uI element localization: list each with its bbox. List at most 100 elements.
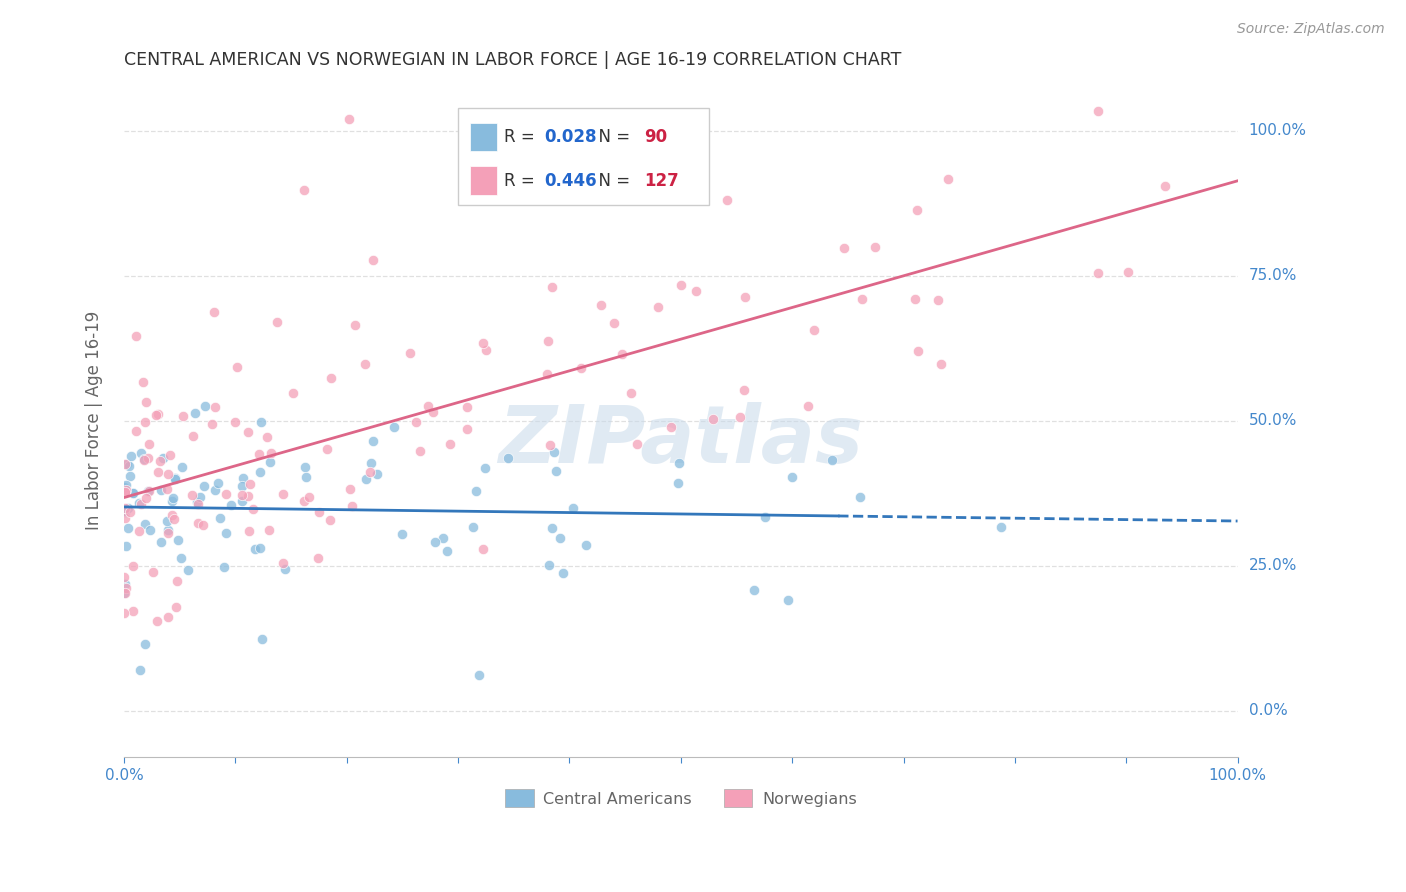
Point xyxy=(204,483,226,497)
Point xyxy=(160,493,183,508)
Point xyxy=(112,585,135,599)
Point xyxy=(342,500,364,514)
Point xyxy=(298,490,321,504)
Point xyxy=(647,300,669,314)
Point xyxy=(157,467,180,481)
Point xyxy=(354,472,377,486)
Point xyxy=(215,487,238,501)
Text: 100.0%: 100.0% xyxy=(1249,123,1306,138)
Point xyxy=(456,422,478,436)
Text: 127: 127 xyxy=(644,171,679,190)
Point xyxy=(156,482,179,496)
Point xyxy=(231,479,253,493)
Point xyxy=(281,386,304,401)
Point xyxy=(167,533,190,548)
Point xyxy=(134,415,156,429)
Point xyxy=(361,434,384,449)
Point xyxy=(122,486,145,500)
Point xyxy=(474,461,496,475)
Point xyxy=(256,430,278,444)
Point xyxy=(432,531,454,545)
Point xyxy=(907,344,929,359)
Point xyxy=(231,494,253,508)
Point xyxy=(135,491,157,505)
Point xyxy=(423,534,446,549)
Point xyxy=(612,347,634,361)
Point xyxy=(209,511,232,525)
Point xyxy=(163,471,186,485)
Point xyxy=(668,456,690,470)
Point xyxy=(115,539,138,553)
Point xyxy=(851,292,873,306)
Point xyxy=(149,454,172,468)
Point xyxy=(131,446,153,460)
Point xyxy=(472,541,495,556)
Point xyxy=(139,524,162,538)
Point xyxy=(292,183,315,197)
Point xyxy=(112,606,135,620)
Point xyxy=(129,497,152,511)
Point xyxy=(716,193,738,207)
Point xyxy=(780,469,803,483)
Point xyxy=(359,465,381,479)
Point xyxy=(162,491,184,506)
Point xyxy=(990,520,1012,534)
Point xyxy=(543,445,565,459)
Point xyxy=(129,663,152,677)
Point xyxy=(238,524,260,538)
Point xyxy=(239,476,262,491)
Point xyxy=(659,420,682,434)
Point xyxy=(337,112,360,126)
Text: R =: R = xyxy=(503,171,540,190)
FancyBboxPatch shape xyxy=(471,123,498,151)
Point xyxy=(122,604,145,618)
Point xyxy=(927,293,949,307)
Point xyxy=(319,371,342,385)
Point xyxy=(548,532,571,546)
Point xyxy=(152,451,174,466)
Point xyxy=(728,409,751,424)
Point xyxy=(232,471,254,485)
Point xyxy=(184,406,207,420)
Point xyxy=(212,560,235,574)
Point xyxy=(249,541,271,555)
Point xyxy=(294,459,316,474)
Text: 50.0%: 50.0% xyxy=(1249,413,1296,428)
Point xyxy=(146,615,169,629)
Point xyxy=(145,409,167,423)
Point xyxy=(170,551,193,566)
Point xyxy=(803,323,825,337)
Point xyxy=(132,452,155,467)
Point xyxy=(132,376,155,390)
Point xyxy=(1118,265,1140,279)
Point xyxy=(187,516,209,531)
Point xyxy=(702,412,724,426)
Point xyxy=(409,444,432,458)
Point xyxy=(114,510,136,524)
Legend: Central Americans, Norwegians: Central Americans, Norwegians xyxy=(499,783,863,814)
Text: Source: ZipAtlas.com: Source: ZipAtlas.com xyxy=(1237,22,1385,37)
Point xyxy=(936,171,959,186)
Point xyxy=(569,361,592,376)
Point xyxy=(538,438,561,452)
Point xyxy=(125,328,148,343)
Text: 0.0%: 0.0% xyxy=(1249,704,1288,718)
Text: ZIPatlas: ZIPatlas xyxy=(498,402,863,480)
Point xyxy=(575,538,598,552)
Point xyxy=(250,632,273,647)
Point xyxy=(118,469,141,483)
Point xyxy=(134,517,156,532)
Point xyxy=(249,465,271,479)
Point xyxy=(156,610,179,624)
Point xyxy=(1087,103,1109,118)
Point xyxy=(620,385,643,400)
Text: 25.0%: 25.0% xyxy=(1249,558,1296,574)
Point xyxy=(591,298,613,312)
Point xyxy=(156,526,179,541)
Point xyxy=(754,509,776,524)
Point xyxy=(224,416,246,430)
Point xyxy=(163,512,186,526)
Point xyxy=(243,541,266,556)
Point xyxy=(219,498,242,512)
Point xyxy=(249,446,271,460)
